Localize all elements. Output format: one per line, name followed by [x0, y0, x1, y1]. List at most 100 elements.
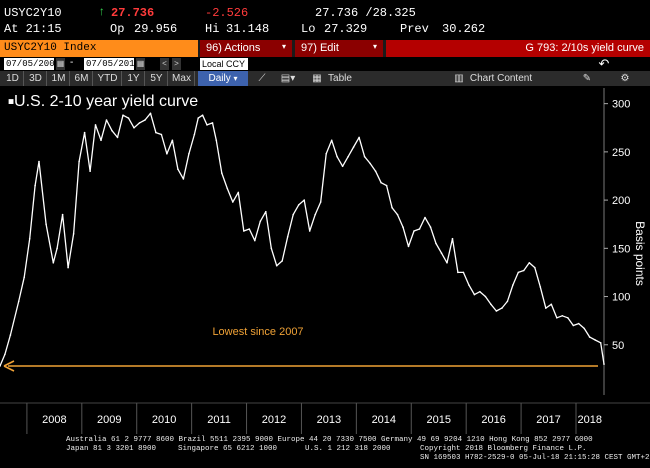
- data-point: [83, 131, 86, 134]
- x-tick-label: 2008: [42, 414, 66, 426]
- table-button[interactable]: Table: [328, 73, 352, 84]
- up-arrow-icon: ↑: [98, 5, 106, 19]
- bid-ask: 27.736 /28.325: [315, 6, 416, 20]
- data-point: [215, 139, 218, 142]
- start-date-field[interactable]: 07/05/2007: [4, 58, 61, 70]
- end-date-field[interactable]: 07/05/2018: [84, 58, 141, 70]
- ticker[interactable]: USYC2Y10: [4, 6, 62, 20]
- calendar-icon[interactable]: ▦: [136, 58, 145, 70]
- dropdown-arrow-icon: ▾: [281, 42, 286, 51]
- period-1y[interactable]: 1Y: [123, 71, 145, 86]
- data-point: [67, 266, 69, 269]
- open-label: Op: [110, 22, 125, 36]
- data-point: [561, 315, 564, 317]
- currency-select[interactable]: Local CCY ▾: [200, 58, 248, 80]
- data-point: [501, 307, 503, 309]
- undo-icon[interactable]: ↶: [598, 56, 610, 71]
- prev-value: 30.262: [442, 22, 486, 36]
- calendar-icon[interactable]: ▦: [56, 58, 65, 70]
- edit-pencil-icon[interactable]: ✎: [582, 73, 592, 84]
- data-point: [182, 178, 185, 180]
- data-point: [599, 342, 602, 344]
- data-point: [490, 303, 492, 306]
- data-point: [248, 228, 251, 230]
- x-tick-label: 2017: [536, 414, 560, 426]
- period-1m[interactable]: 1M: [48, 71, 70, 86]
- data-point: [603, 363, 605, 365]
- data-point: [341, 165, 344, 168]
- data-point: [0, 365, 1, 367]
- x-tick-label: 2014: [372, 414, 396, 426]
- data-point: [583, 327, 585, 330]
- footer-us: U.S. 1 212 318 2000: [305, 445, 391, 453]
- data-point: [297, 204, 300, 206]
- period-6m[interactable]: 6M: [71, 71, 93, 86]
- data-point: [281, 260, 284, 262]
- data-point: [265, 210, 267, 213]
- data-point: [201, 114, 204, 116]
- data-point: [292, 213, 295, 216]
- data-point: [138, 122, 141, 124]
- data-point: [149, 112, 152, 115]
- y-tick-label: 150: [612, 243, 630, 255]
- footer-singapore: Singapore 65 6212 1000: [178, 445, 278, 453]
- data-point: [473, 293, 476, 296]
- data-point: [122, 114, 124, 116]
- period-5y[interactable]: 5Y: [146, 71, 168, 86]
- data-point: [534, 266, 536, 269]
- data-point: [572, 324, 575, 327]
- annotation-arrow-icon: [3, 360, 15, 372]
- data-point: [144, 119, 146, 121]
- data-point: [94, 124, 97, 126]
- chart-title-text: U.S. 2-10 year yield curve: [14, 93, 199, 110]
- data-point: [369, 162, 371, 165]
- period-max[interactable]: Max: [169, 71, 195, 86]
- data-point: [374, 170, 377, 172]
- data-point: [127, 117, 130, 119]
- yield-curve-chart: 50 100 150 200 250 300 Basis points 2008 2009 201…: [0, 88, 650, 434]
- chart-area: 50 100 150 200 250 300 Basis points 2008 2009 201…: [0, 86, 650, 434]
- chart-content-icon[interactable]: ▥: [454, 73, 464, 84]
- data-point: [594, 339, 596, 341]
- data-point: [34, 184, 36, 187]
- data-point: [116, 136, 119, 139]
- next-range-arrow-icon[interactable]: >: [172, 58, 181, 70]
- period-1d[interactable]: 1D: [2, 71, 24, 86]
- chart-style-icon[interactable]: ▤▾: [280, 73, 296, 84]
- data-point: [111, 129, 113, 132]
- period-ytd[interactable]: YTD: [94, 71, 122, 86]
- dropdown-arrow-icon: ▾: [372, 42, 377, 51]
- prev-range-arrow-icon[interactable]: <: [160, 58, 169, 70]
- y-tick-label: 250: [612, 147, 630, 159]
- data-point: [17, 300, 20, 303]
- data-point: [402, 226, 404, 228]
- high-label: Hi: [205, 22, 220, 36]
- chart-toolbar: 1D 3D 1M 6M YTD 1Y 5Y Max Daily ▾ ⟋ ▤▾ ▦…: [0, 71, 650, 86]
- net-change: -2.526: [205, 6, 249, 20]
- data-point: [270, 247, 273, 250]
- edit-menu-button[interactable]: 97) Edit ▾: [295, 40, 383, 57]
- data-point: [385, 184, 388, 187]
- low-value: 27.329: [324, 22, 368, 36]
- data-point: [23, 276, 26, 279]
- frequency-select[interactable]: Daily ▾: [198, 71, 248, 86]
- chart-content-button[interactable]: Chart Content: [469, 73, 533, 84]
- data-point: [259, 220, 262, 223]
- line-chart-icon[interactable]: ⟋: [258, 73, 266, 84]
- data-point: [418, 228, 421, 230]
- data-point: [451, 237, 454, 240]
- table-icon[interactable]: ▦: [312, 73, 322, 84]
- quote-header: USYC2Y10 At 21:15 ↑ 27.736 Op 29.956 -2.…: [0, 0, 650, 40]
- actions-menu-button[interactable]: 96) Actions ▾: [200, 40, 292, 57]
- data-point: [177, 168, 179, 170]
- period-3d[interactable]: 3D: [25, 71, 47, 86]
- settings-gear-icon[interactable]: ⚙: [620, 73, 630, 84]
- x-tick-label: 2013: [317, 414, 341, 426]
- data-point: [462, 271, 465, 274]
- data-point: [479, 290, 481, 293]
- data-point: [314, 213, 317, 216]
- data-point: [78, 160, 80, 163]
- security-field[interactable]: USYC2Y10 Index: [0, 40, 198, 57]
- x-tick-label: 2012: [262, 414, 286, 426]
- data-point: [391, 207, 393, 209]
